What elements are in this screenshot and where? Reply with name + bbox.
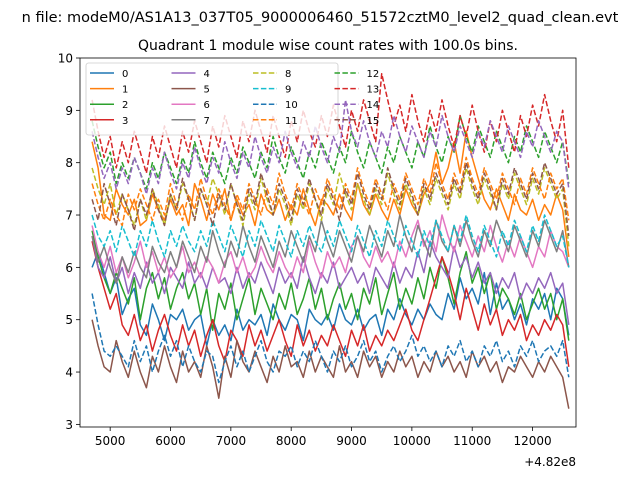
legend-label-15: 15 xyxy=(367,116,380,127)
legend-label-3: 3 xyxy=(122,116,128,127)
y-tick-label: 3 xyxy=(65,418,73,432)
series-line-0 xyxy=(91,250,570,347)
legend-label-12: 12 xyxy=(367,69,380,80)
x-tick-label: 9000 xyxy=(336,434,367,448)
series-line-9 xyxy=(91,214,570,268)
x-tick-label: 12000 xyxy=(513,434,551,448)
legend-label-8: 8 xyxy=(285,69,291,80)
series-line-4 xyxy=(91,235,570,326)
y-tick-label: 10 xyxy=(58,52,73,66)
series-line-7 xyxy=(91,214,570,284)
legend-label-9: 9 xyxy=(285,85,291,96)
series-line-15 xyxy=(91,161,570,237)
series-line-6 xyxy=(91,214,570,284)
legend-frame xyxy=(85,62,339,136)
legend-label-7: 7 xyxy=(204,116,210,127)
legend-label-14: 14 xyxy=(367,100,380,111)
legend-label-4: 4 xyxy=(204,69,210,80)
plot-frame xyxy=(79,57,577,428)
series-line-2 xyxy=(91,230,570,341)
x-tick-label: 10000 xyxy=(393,434,431,448)
legend-label-0: 0 xyxy=(122,69,128,80)
legend-label-11: 11 xyxy=(285,116,298,127)
y-tick-label: 5 xyxy=(65,313,73,327)
y-tick-label: 6 xyxy=(65,261,73,275)
chart-suptitle: n file: modeM0/AS1A13_037T05_9000006460_… xyxy=(22,10,619,26)
series-line-3 xyxy=(91,241,570,367)
series-line-8 xyxy=(91,167,570,247)
legend-label-10: 10 xyxy=(285,100,298,111)
legend-label-13: 13 xyxy=(367,85,380,96)
series-line-14 xyxy=(91,99,570,195)
x-tick-label: 6000 xyxy=(155,434,186,448)
chart-title: Quadrant 1 module wise count rates with … xyxy=(138,38,518,54)
series-line-1 xyxy=(91,130,570,257)
series-line-10 xyxy=(91,293,570,384)
y-tick-label: 4 xyxy=(65,366,73,380)
y-tick-label: 7 xyxy=(65,209,73,223)
axis-ticks: 5000 6000 7000 8000 9000 10000 11000 12000 3 4 5 6 7… xyxy=(58,52,552,449)
y-tick-label: 9 xyxy=(65,104,73,118)
x-offset-label: +4.82e8 xyxy=(524,455,576,469)
series-line-11 xyxy=(91,156,570,227)
series-line-5 xyxy=(91,319,570,409)
legend-label-5: 5 xyxy=(204,85,210,96)
x-tick-label: 5000 xyxy=(95,434,126,448)
x-tick-label: 8000 xyxy=(276,434,307,448)
legend-label-6: 6 xyxy=(204,100,210,111)
legend-label-1: 1 xyxy=(122,85,128,96)
legend-label-2: 2 xyxy=(122,100,128,111)
x-tick-label: 7000 xyxy=(216,434,247,448)
x-tick-label: 11000 xyxy=(453,434,491,448)
series-line-12 xyxy=(91,114,570,190)
y-tick-label: 8 xyxy=(65,156,73,170)
